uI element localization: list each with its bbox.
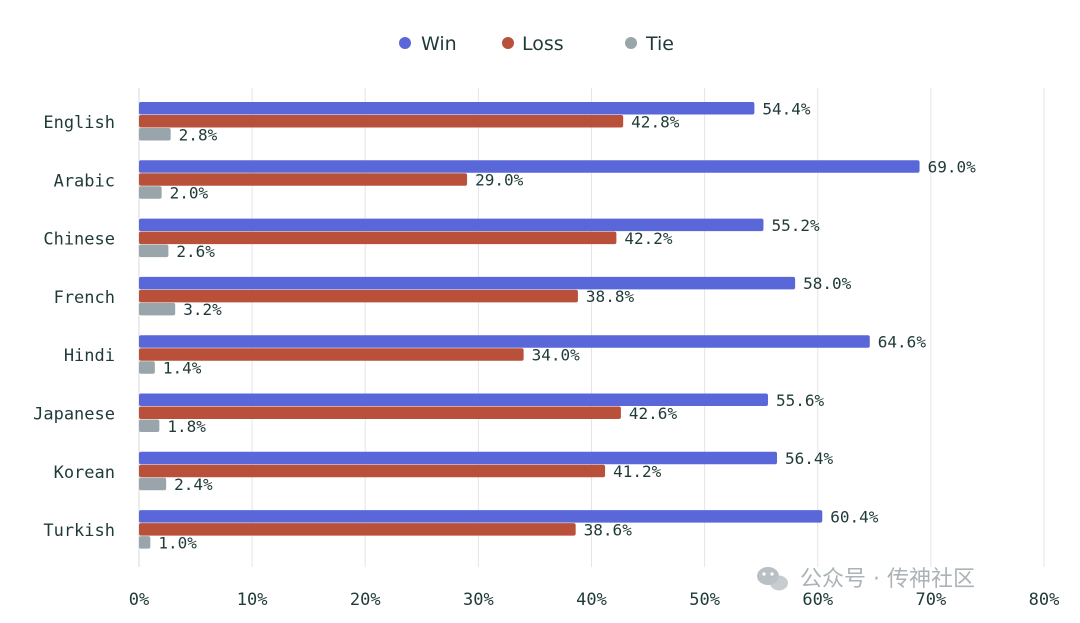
data-label-tie: 1.8% <box>167 417 206 436</box>
category-label: French <box>54 288 115 308</box>
x-tick-label: 50% <box>689 590 720 610</box>
data-label-tie: 2.0% <box>170 184 209 203</box>
legend-label-loss: Loss <box>522 33 564 55</box>
data-label-win: 55.6% <box>776 391 825 410</box>
data-label-loss: 42.8% <box>631 112 680 131</box>
data-label-loss: 41.2% <box>613 462 662 481</box>
bar-loss <box>139 173 468 186</box>
x-tick-label: 60% <box>802 590 833 610</box>
category-label: English <box>43 113 115 133</box>
legend: Win Loss Tie <box>399 33 674 55</box>
watermark-text: 公众号 · 传神社区 <box>800 567 975 592</box>
data-label-tie: 1.0% <box>158 533 197 552</box>
bar-tie <box>139 302 176 316</box>
data-label-loss: 38.6% <box>584 520 633 539</box>
category-label: Japanese <box>33 405 115 425</box>
data-label-win: 54.4% <box>762 99 811 118</box>
legend-swatch-loss <box>502 37 514 49</box>
bar-loss <box>139 348 524 361</box>
x-tick-label: 40% <box>576 590 607 610</box>
bar-tie <box>139 128 171 141</box>
bar-loss <box>139 231 617 245</box>
legend-swatch-tie <box>625 37 637 49</box>
data-label-tie: 2.4% <box>174 475 213 494</box>
data-label-loss: 29.0% <box>475 171 524 190</box>
category-label: Turkish <box>43 521 115 541</box>
bar-win <box>139 335 870 348</box>
x-tick-label: 30% <box>463 590 494 610</box>
x-axis-ticks: 0% 10% 20% 30% 40% 50% 60% 70% 80% <box>129 590 1060 610</box>
bar-loss <box>139 115 624 128</box>
data-label-loss: 34.0% <box>532 345 581 364</box>
data-label-win: 69.0% <box>928 158 977 177</box>
gridlines <box>138 88 1045 567</box>
bar-tie <box>139 477 167 491</box>
data-label-tie: 1.4% <box>163 358 202 377</box>
bar-win <box>139 218 764 232</box>
bar-loss <box>139 406 621 419</box>
data-label-tie: 2.6% <box>176 242 215 261</box>
bar-loss <box>139 289 578 303</box>
watermark: 公众号 · 传神社区 <box>757 567 975 592</box>
category-label: Arabic <box>54 171 115 191</box>
bar-win <box>139 451 778 465</box>
data-label-loss: 42.6% <box>629 404 678 423</box>
category-label: Chinese <box>43 230 115 250</box>
bar-win <box>139 160 920 173</box>
data-label-win: 60.4% <box>830 507 879 526</box>
x-tick-label: 80% <box>1029 590 1060 610</box>
bar-tie <box>139 361 155 374</box>
data-label-tie: 3.2% <box>183 300 222 319</box>
category-label: Hindi <box>64 346 115 366</box>
bar-loss <box>139 523 576 536</box>
bar-tie <box>139 419 160 432</box>
bar-loss <box>139 464 606 478</box>
bar-tie <box>139 186 162 199</box>
category-label: Korean <box>54 463 115 483</box>
wechat-icon <box>757 567 788 591</box>
x-tick-label: 10% <box>237 590 268 610</box>
bar-win <box>139 276 796 290</box>
bar-tie <box>139 536 151 549</box>
legend-label-tie: Tie <box>645 33 674 55</box>
data-labels: 54.4% 42.8% 2.8% 69.0% 29.0% 2.0% 55.2% 42.2% 2.… <box>158 99 976 552</box>
data-label-win: 56.4% <box>785 449 834 468</box>
x-tick-label: 70% <box>916 590 947 610</box>
legend-swatch-win <box>399 37 411 49</box>
bar-tie <box>139 244 169 258</box>
category-labels: English Arabic Chinese French Hindi Japanese K… <box>33 113 115 541</box>
data-label-win: 64.6% <box>878 332 927 351</box>
data-label-win: 55.2% <box>771 216 820 235</box>
bar-win <box>139 510 823 523</box>
bars <box>139 102 920 549</box>
data-label-loss: 42.2% <box>624 229 673 248</box>
x-tick-label: 0% <box>129 590 149 610</box>
x-tick-label: 20% <box>350 590 381 610</box>
bar-win <box>139 102 755 115</box>
legend-label-win: Win <box>421 33 457 55</box>
data-label-win: 58.0% <box>803 274 852 293</box>
bar-win <box>139 393 768 406</box>
data-label-loss: 38.8% <box>586 287 635 306</box>
data-label-tie: 2.8% <box>179 125 218 144</box>
